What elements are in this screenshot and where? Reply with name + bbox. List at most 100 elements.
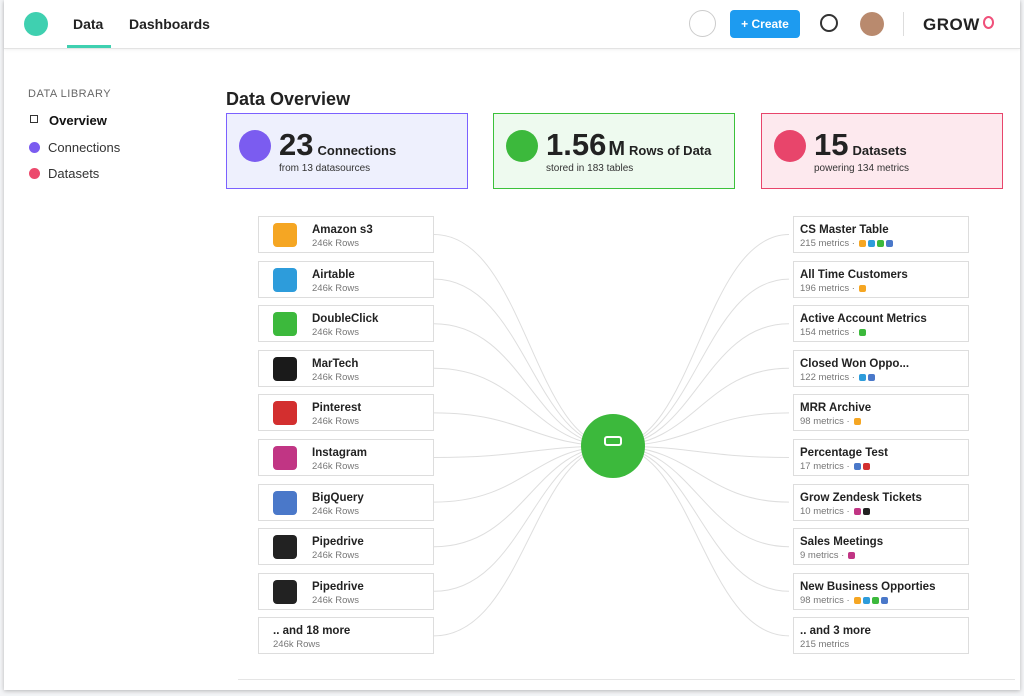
link-line [433, 445, 614, 637]
brand-name: GROW [923, 15, 980, 34]
source-icon [273, 223, 297, 247]
source-badge [881, 596, 888, 604]
source-card[interactable]: Pinterest 246k Rows [258, 394, 434, 432]
source-rows: 246k Rows [312, 505, 359, 517]
dataset-metrics: 122 metrics · [800, 371, 855, 383]
source-card[interactable]: Pipedrive 246k Rows [258, 572, 434, 610]
source-card[interactable]: Airtable 246k Rows [258, 260, 434, 298]
tab-dashboards[interactable]: Dashboards [129, 16, 210, 32]
dataset-metrics: 17 metrics · [800, 461, 850, 472]
link-line [433, 278, 614, 447]
source-card[interactable]: Instagram 246k Rows [258, 439, 434, 476]
source-badge [886, 240, 893, 247]
dataset-card[interactable]: MRR Archive 98 metrics · [793, 394, 969, 432]
stat-card: 23 Connections from 13 datasources [226, 113, 468, 189]
dataset-metrics: 98 metrics · [800, 416, 850, 428]
source-badge [868, 373, 875, 381]
dataset-metrics: 98 metrics · [800, 594, 850, 606]
dataset-card[interactable]: Grow Zendesk Tickets 10 metrics · [793, 483, 969, 521]
dataset-card[interactable]: Closed Won Oppo... 122 metrics · [793, 349, 969, 387]
link-line [612, 445, 790, 592]
search-button[interactable] [689, 10, 716, 37]
source-icon [273, 267, 297, 292]
dataset-metrics: 215 metrics [800, 639, 850, 651]
dataset-name: Grow Zendesk Tickets [800, 491, 922, 504]
source-card[interactable]: .. and 18 more 246k Rows [258, 617, 434, 655]
dataset-metrics: 196 metrics · [800, 282, 855, 294]
source-card[interactable]: Pipedrive 246k Rows [258, 528, 434, 566]
page-title: Data Overview [226, 89, 351, 109]
source-card[interactable]: DoubleClick 246k Rows [258, 305, 434, 343]
stat-card: 15 Datasets powering 134 metrics [761, 113, 1003, 189]
source-name: Pinterest [312, 402, 362, 415]
source-badge [854, 463, 861, 470]
logo[interactable] [24, 12, 48, 36]
source-rows: 246k Rows [312, 416, 359, 428]
source-card[interactable]: BigQuery 246k Rows [258, 483, 434, 521]
user-avatar[interactable] [860, 12, 884, 36]
top-bar: Data Dashboards + Create GROW [4, 0, 1020, 49]
connections-icon [29, 142, 40, 153]
source-icon [273, 535, 297, 560]
source-rows: 246k Rows [312, 461, 359, 472]
source-badge [859, 373, 866, 381]
source-card[interactable]: MarTech 246k Rows [258, 349, 434, 387]
tab-data[interactable]: Data [73, 16, 104, 32]
source-rows: 246k Rows [312, 550, 359, 562]
dataset-card[interactable]: Percentage Test 17 metrics · [793, 439, 969, 476]
source-rows: 246k Rows [312, 327, 359, 339]
dataset-metrics: 10 metrics · [800, 505, 850, 517]
link-line [612, 278, 790, 447]
create-button[interactable]: + Create [730, 10, 800, 38]
source-badge [854, 418, 861, 426]
sidebar-datasets[interactable]: Datasets [48, 166, 100, 181]
source-rows: 246k Rows [312, 371, 359, 383]
dataset-metrics: 215 metrics · [800, 238, 855, 249]
source-name: MarTech [312, 357, 359, 370]
source-name: BigQuery [312, 491, 364, 504]
source-name: Instagram [312, 447, 367, 459]
dataset-name: Percentage Test [800, 447, 888, 459]
dataset-name: Active Account Metrics [800, 313, 927, 326]
divider [903, 12, 904, 36]
dataset-name: All Time Customers [800, 268, 908, 281]
dataset-card[interactable]: Active Account Metrics 154 metrics · [793, 305, 969, 343]
stat-unit: Rows of Data [629, 143, 712, 158]
source-badge [863, 596, 870, 604]
source-name: Airtable [312, 268, 355, 281]
stat-value: 15 Datasets [814, 127, 907, 162]
source-name: Amazon s3 [312, 224, 373, 236]
dataset-card[interactable]: .. and 3 more 215 metrics [793, 617, 969, 655]
brand-mark [983, 16, 994, 29]
dataset-name: New Business Opporties [800, 580, 936, 593]
source-name: DoubleClick [312, 313, 379, 326]
dataset-metrics: 9 metrics · [800, 550, 845, 562]
sidebar-overview[interactable]: Overview [49, 113, 107, 128]
stat-sub: stored in 183 tables [546, 163, 634, 174]
source-badge [854, 507, 861, 515]
dataset-name: CS Master Table [800, 224, 889, 236]
source-icon [273, 579, 297, 604]
stat-unit: Datasets [852, 143, 907, 158]
sidebar-heading: DATA LIBRARY [28, 88, 112, 100]
source-rows: 246k Rows [312, 238, 359, 249]
source-icon [273, 356, 297, 381]
source-badge [848, 552, 855, 560]
dataset-name: Sales Meetings [800, 536, 884, 549]
sidebar-connections[interactable]: Connections [48, 140, 121, 155]
source-icon [273, 312, 297, 337]
dataset-card[interactable]: New Business Opporties 98 metrics · [793, 572, 969, 610]
dataset-card[interactable]: Sales Meetings 9 metrics · [793, 528, 969, 566]
settings-button[interactable] [820, 14, 838, 32]
dataset-card[interactable]: CS Master Table 215 metrics · [793, 216, 969, 253]
source-badge [877, 240, 884, 247]
footer-rule [238, 679, 1015, 680]
source-card[interactable]: Amazon s3 246k Rows [258, 216, 434, 253]
stat-icon [239, 130, 271, 162]
home-icon [30, 115, 38, 123]
dataset-card[interactable]: All Time Customers 196 metrics · [793, 260, 969, 298]
source-rows: 246k Rows [312, 282, 359, 294]
stat-icon [774, 130, 806, 162]
source-name: Pipedrive [312, 580, 364, 593]
